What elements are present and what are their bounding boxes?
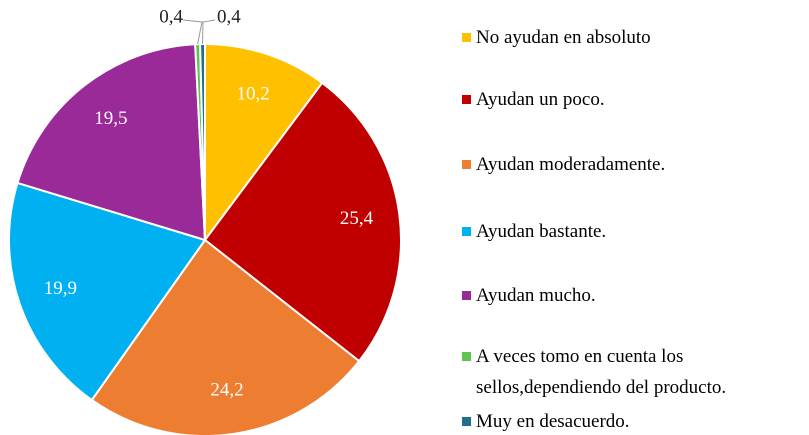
data-label: 25,4: [340, 208, 374, 229]
pie-slice: [90, 238, 361, 435]
legend-label: Ayudan bastante.: [476, 221, 607, 242]
leader-line: [182, 19, 203, 45]
pie-slice: [8, 181, 207, 402]
data-label: 0,4: [217, 6, 241, 27]
legend-label: Muy en desacuerdo.: [476, 411, 630, 432]
legend-swatch: [462, 291, 471, 300]
pie-slice: [204, 42, 324, 244]
legend-swatch: [462, 160, 471, 169]
legend-swatch: [462, 33, 471, 42]
legend-label: No ayudan en absoluto: [476, 27, 651, 48]
data-label: 19,9: [44, 278, 77, 299]
legend-swatch: [462, 227, 471, 236]
legend-swatch: [462, 95, 471, 104]
leader-line: [202, 19, 216, 45]
legend-label: Ayudan moderadamente.: [476, 154, 666, 175]
pie-slice: [16, 43, 207, 242]
pie-slice: [203, 81, 402, 363]
data-label: 19,5: [94, 108, 127, 129]
legend-label: Ayudan mucho.: [476, 285, 596, 306]
legend-label: A veces tomo en cuenta los sellos,depend…: [476, 346, 727, 398]
data-label: 10,2: [237, 83, 270, 104]
legend-label: Ayudan un poco.: [476, 89, 605, 110]
legend-swatch: [462, 352, 471, 361]
pie-area: 10,2 25,4 24,2 19,9 19,5 0,4 0,4: [8, 6, 402, 435]
data-label: 24,2: [210, 380, 243, 401]
data-label: 0,4: [159, 6, 183, 27]
legend-swatch: [462, 417, 471, 426]
